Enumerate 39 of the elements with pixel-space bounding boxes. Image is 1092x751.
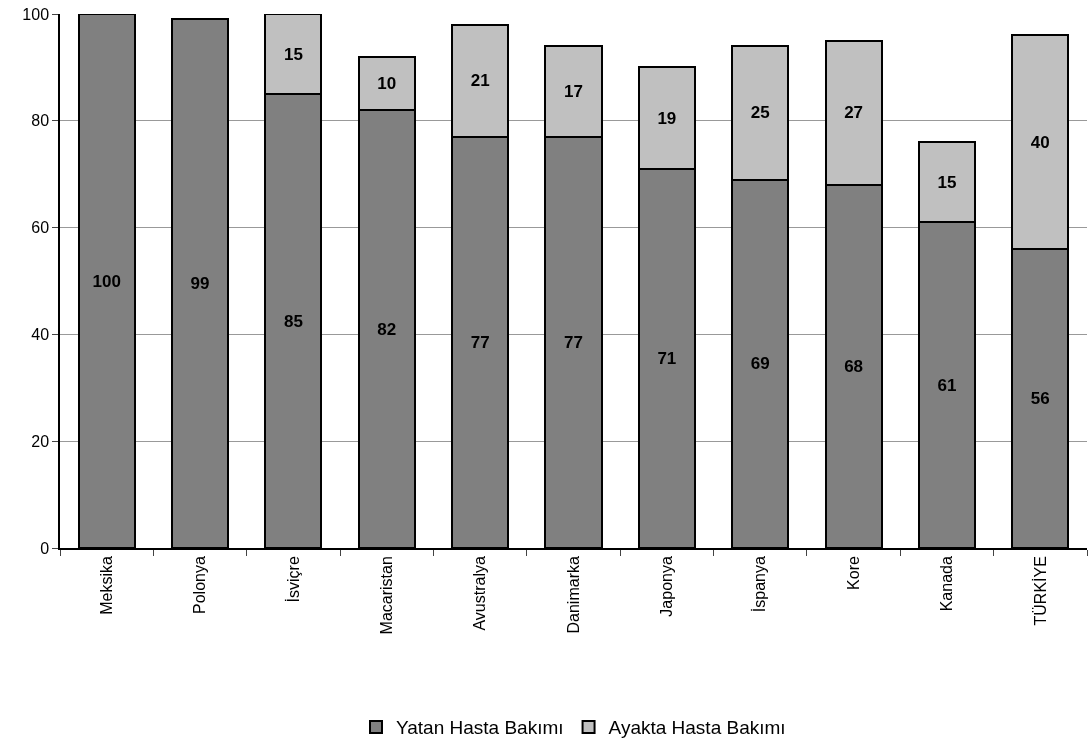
data-label: 99 xyxy=(190,274,210,294)
x-tick-label: Kore xyxy=(844,556,862,590)
data-label: 69 xyxy=(750,354,770,374)
y-tick-label: 80 xyxy=(31,112,50,130)
x-tick-label: Japonya xyxy=(658,556,676,617)
legend-label: Ayakta Hasta Bakımı xyxy=(608,717,786,739)
data-label: 77 xyxy=(564,332,583,352)
x-tick-label: Polonya xyxy=(191,556,209,614)
x-tick-label: İsviçre xyxy=(283,556,302,603)
y-tick-label: 20 xyxy=(31,432,50,450)
y-tick-label: 60 xyxy=(31,219,50,237)
x-tick-label: Avustralya xyxy=(471,556,489,631)
data-label: 10 xyxy=(377,73,397,93)
data-label: 71 xyxy=(657,348,677,368)
y-tick-label: 100 xyxy=(22,5,50,23)
data-label: 82 xyxy=(377,319,397,339)
data-label: 68 xyxy=(844,356,864,376)
data-label: 27 xyxy=(844,103,864,123)
x-tick-label: TÜRKİYE xyxy=(1030,556,1049,626)
data-label: 17 xyxy=(564,81,583,101)
legend-label: Yatan Hasta Bakımı xyxy=(396,717,564,739)
data-label: 100 xyxy=(92,271,121,291)
y-tick-label: 0 xyxy=(40,539,50,557)
data-label: 61 xyxy=(937,375,957,395)
x-tick-label: Danimarka xyxy=(564,556,582,634)
data-label: 15 xyxy=(937,172,957,192)
data-label: 19 xyxy=(657,108,677,128)
data-label: 85 xyxy=(283,311,303,331)
data-label: 15 xyxy=(283,44,303,64)
x-tick-label: Macaristan xyxy=(377,556,395,635)
data-label: 77 xyxy=(470,332,490,352)
x-tick-label: Kanada xyxy=(938,556,956,612)
x-tick-label: Meksika xyxy=(97,556,115,615)
y-tick-label: 40 xyxy=(31,326,50,343)
data-label: 40 xyxy=(1030,132,1050,152)
data-label: 56 xyxy=(1030,388,1050,408)
data-label: 25 xyxy=(750,103,770,123)
x-tick-label: İspanya xyxy=(750,556,769,613)
data-label: 21 xyxy=(470,71,490,91)
